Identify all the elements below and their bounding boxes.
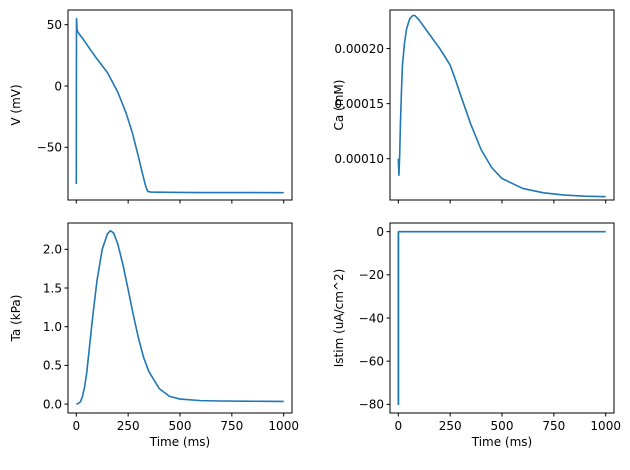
stimulus-ytick-label: −20 bbox=[359, 268, 384, 282]
stimulus-axes-frame bbox=[389, 222, 615, 414]
stimulus-xtick-label: 750 bbox=[542, 419, 565, 433]
stimulus-ytick-label: 0 bbox=[376, 225, 384, 239]
voltage-ytick-label: 50 bbox=[47, 18, 62, 32]
tension-ytick-label: 0.5 bbox=[43, 359, 62, 373]
stimulus-xtick-label: 500 bbox=[491, 419, 514, 433]
tension-ylabel: Ta (kPa) bbox=[9, 295, 23, 343]
tension-ytick-label: 1.5 bbox=[43, 281, 62, 295]
calcium-ytick-label: 0.00020 bbox=[334, 42, 384, 56]
tension-xtick-label: 1000 bbox=[268, 419, 299, 433]
voltage-ytick-label: 0 bbox=[54, 79, 62, 93]
tension-series-line bbox=[76, 229, 284, 405]
calcium-series-line bbox=[397, 14, 606, 198]
stimulus-ytick-label: −60 bbox=[359, 354, 384, 368]
tension-xtick-label: 0 bbox=[72, 419, 80, 433]
stimulus-ytick-label: −80 bbox=[359, 398, 384, 412]
stimulus-series-line bbox=[397, 230, 606, 406]
stimulus-ylabel: Istim (uA/cm^2) bbox=[332, 269, 346, 368]
stimulus-xlabel: Time (ms) bbox=[471, 435, 533, 449]
calcium-ytick-label: 0.00010 bbox=[334, 152, 384, 166]
stimulus-current-subplot: 0 250 500 750 1000 0 −20 −40 −60 −80 Istim (uA/cm^… bbox=[332, 222, 621, 449]
calcium-axes-frame bbox=[389, 9, 615, 201]
calcium-ytick-label: 0.00015 bbox=[334, 97, 384, 111]
voltage-series-line bbox=[75, 17, 284, 194]
stimulus-xtick-label: 250 bbox=[439, 419, 462, 433]
stimulus-xtick-label: 0 bbox=[394, 419, 402, 433]
tension-ytick-label: 0.0 bbox=[43, 397, 62, 411]
tension-xtick-label: 250 bbox=[117, 419, 140, 433]
tension-ytick-label: 2.0 bbox=[43, 243, 62, 257]
tension-ytick-label: 1.0 bbox=[43, 320, 62, 334]
stimulus-xtick-label: 1000 bbox=[590, 419, 621, 433]
voltage-ylabel: V (mV) bbox=[9, 84, 23, 125]
tension-xtick-label: 500 bbox=[169, 419, 192, 433]
voltage-axes-frame bbox=[67, 9, 293, 201]
voltage-subplot: 50 0 −50 V (mV) bbox=[9, 9, 293, 204]
tension-xlabel: Time (ms) bbox=[149, 435, 211, 449]
tension-subplot: 0 250 500 750 1000 0.0 0.5 1.0 1.5 2.0 Ta (kPa) Tim… bbox=[9, 222, 299, 449]
tension-xtick-label: 750 bbox=[220, 419, 243, 433]
calcium-subplot: 0.00010 0.00015 0.00020 Ca (mM) bbox=[332, 9, 615, 204]
voltage-ytick-label: −50 bbox=[37, 141, 62, 155]
stimulus-ytick-label: −40 bbox=[359, 311, 384, 325]
calcium-ylabel: Ca (mM) bbox=[332, 80, 346, 131]
